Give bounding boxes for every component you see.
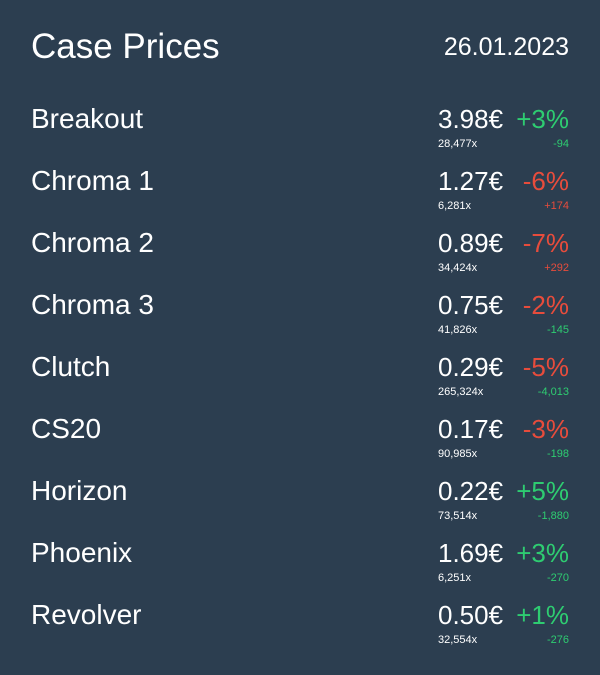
price: 0.17€	[438, 414, 504, 444]
listings-change: -276	[546, 634, 569, 646]
price: 0.89€	[438, 228, 504, 258]
price: 0.22€	[438, 476, 504, 506]
price: 0.50€	[438, 600, 504, 630]
case-name: Horizon	[31, 475, 128, 506]
listings: 41,826x	[438, 324, 478, 336]
date: 26.01.2023	[443, 33, 569, 61]
listings-change: +292	[544, 262, 569, 274]
case-name: Revolver	[31, 599, 142, 630]
case-name: Chroma 3	[31, 289, 154, 320]
price-change: +1%	[516, 600, 569, 630]
listings: 265,324x	[438, 386, 484, 398]
price: 1.27€	[438, 166, 504, 196]
title: Case Prices	[31, 27, 220, 66]
price-change: -6%	[522, 166, 569, 196]
price: 0.29€	[438, 352, 504, 382]
price-change: +3%	[516, 538, 569, 568]
case-name: Chroma 1	[31, 165, 154, 196]
listings-change: -1,880	[537, 510, 569, 522]
price-change: -2%	[522, 290, 569, 320]
case-name: CS20	[31, 413, 102, 444]
case-name: Breakout	[31, 103, 144, 134]
listings-change: -198	[546, 448, 569, 460]
price-change: +3%	[516, 104, 569, 134]
listings: 73,514x	[438, 510, 478, 522]
listings-change: -145	[546, 324, 569, 336]
listings-change: +174	[544, 200, 569, 212]
price: 0.75€	[438, 290, 504, 320]
case-name: Phoenix	[31, 537, 133, 568]
listings: 28,477x	[438, 138, 478, 150]
price-change: -7%	[522, 228, 569, 258]
price: 1.69€	[438, 538, 504, 568]
listings: 90,985x	[438, 448, 478, 460]
listings-change: -4,013	[537, 386, 569, 398]
price-change: +5%	[516, 476, 569, 506]
listings: 32,554x	[438, 634, 478, 646]
listings-change: -94	[553, 138, 569, 150]
case-name: Clutch	[31, 351, 111, 382]
listings: 34,424x	[438, 262, 478, 274]
listings: 6,251x	[438, 572, 472, 584]
case-name: Chroma 2	[31, 227, 154, 258]
price-change: -5%	[522, 352, 569, 382]
listings: 6,281x	[438, 200, 472, 212]
price-change: -3%	[522, 414, 569, 444]
price: 3.98€	[438, 104, 504, 134]
listings-change: -270	[546, 572, 569, 584]
